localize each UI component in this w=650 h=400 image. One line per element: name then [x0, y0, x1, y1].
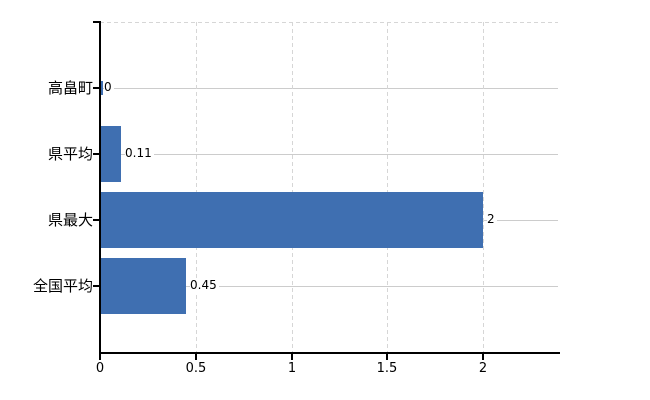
- y-axis-tick: [93, 153, 100, 155]
- x-tick-label: 1.5: [376, 361, 398, 376]
- y-axis-line: [99, 21, 101, 354]
- x-axis-tick: [291, 354, 293, 360]
- category-label: 高畠町: [47, 79, 93, 97]
- x-axis-tick: [195, 354, 197, 360]
- category-label: 県平均: [47, 145, 93, 163]
- x-tick-label: 2: [478, 361, 488, 376]
- y-axis-tick: [93, 285, 100, 287]
- bar-zero-sliver: [101, 81, 103, 95]
- x-axis-tick: [99, 354, 101, 360]
- x-gridline: [292, 22, 293, 352]
- y-axis-tick: [93, 219, 100, 221]
- row-gridline: [100, 286, 558, 287]
- x-gridline: [483, 22, 484, 352]
- plot-top-border: [100, 22, 558, 23]
- bar-value-label: 0.45: [190, 278, 219, 293]
- x-gridline: [387, 22, 388, 352]
- y-axis-tick: [93, 87, 100, 89]
- row-gridline: [100, 154, 558, 155]
- category-label: 県最大: [47, 211, 93, 229]
- bar-value-label: 0.11: [125, 146, 154, 161]
- category-label: 全国平均: [32, 277, 93, 295]
- x-tick-label: 1: [287, 361, 297, 376]
- x-tick-label: 0: [95, 361, 105, 376]
- bar-value-label: 0: [104, 80, 114, 95]
- y-axis-top-tick: [93, 21, 100, 23]
- bar: [101, 192, 483, 248]
- x-axis-tick: [482, 354, 484, 360]
- bar: [101, 258, 186, 314]
- x-axis-tick: [386, 354, 388, 360]
- row-gridline: [100, 88, 558, 89]
- x-axis-line: [99, 352, 560, 354]
- x-gridline: [196, 22, 197, 352]
- bar: [101, 126, 121, 182]
- x-tick-label: 0.5: [185, 361, 207, 376]
- bar-value-label: 2: [487, 212, 497, 227]
